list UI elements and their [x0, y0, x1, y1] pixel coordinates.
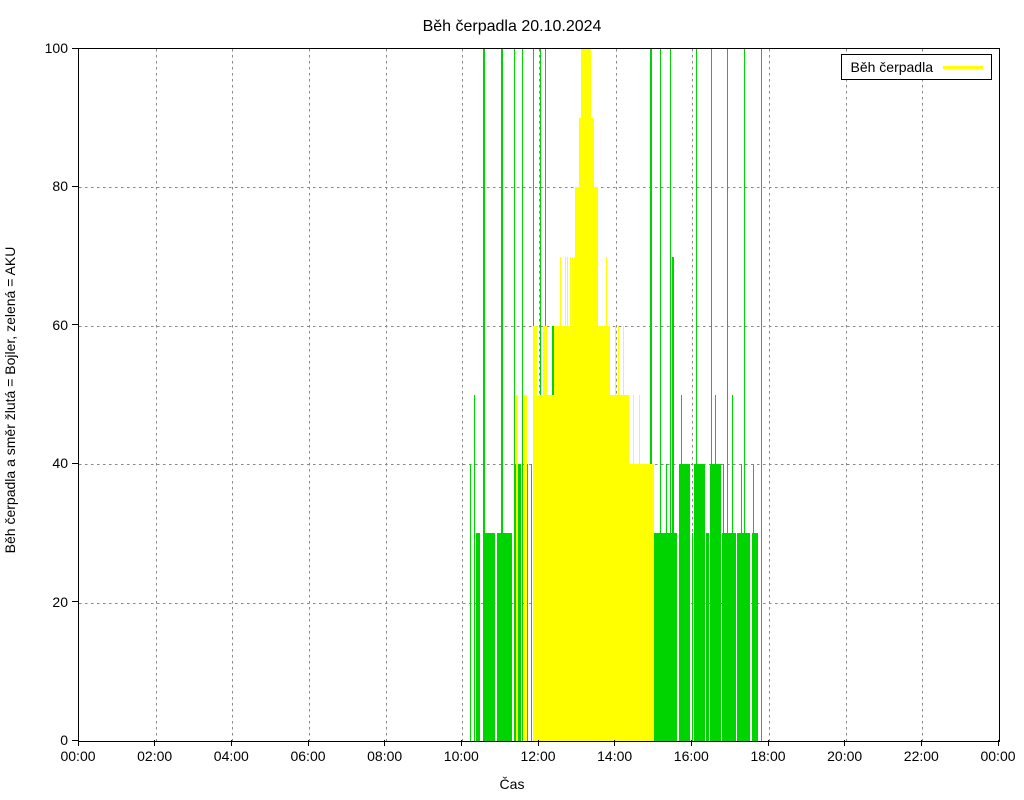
plot-area — [78, 48, 1000, 742]
x-tick-label: 18:00 — [750, 748, 785, 764]
data-bar — [615, 326, 616, 741]
grid-line-v — [769, 49, 770, 741]
x-tick-label: 02:00 — [137, 748, 172, 764]
data-bar — [531, 464, 533, 741]
chart-title: Běh čerpadla 20.10.2024 — [0, 18, 1024, 36]
grid-line-v — [232, 49, 233, 741]
x-tick-label: 06:00 — [290, 748, 325, 764]
x-tick-label: 08:00 — [367, 748, 402, 764]
data-bar — [715, 395, 716, 741]
x-tick-label: 04:00 — [214, 748, 249, 764]
data-bar — [610, 395, 629, 741]
x-tick-mark — [78, 740, 79, 746]
legend-label: Běh čerpadla — [850, 59, 933, 75]
x-tick-mark — [998, 740, 999, 746]
data-bar — [722, 533, 735, 741]
data-bar — [723, 464, 724, 741]
data-bar — [741, 464, 742, 741]
data-bar — [485, 533, 495, 741]
legend: Běh čerpadla — [841, 54, 992, 80]
x-tick-mark — [844, 740, 845, 746]
grid-line-v — [922, 49, 923, 741]
y-tick-label: 40 — [18, 455, 68, 471]
data-bar — [666, 464, 667, 741]
x-tick-label: 00:00 — [60, 748, 95, 764]
x-tick-mark — [154, 740, 155, 746]
y-tick-label: 0 — [18, 732, 68, 748]
data-bar — [570, 257, 571, 741]
y-tick-label: 20 — [18, 594, 68, 610]
data-bar — [560, 257, 561, 741]
x-tick-mark — [384, 740, 385, 746]
grid-line-v — [309, 49, 310, 741]
x-tick-mark — [308, 740, 309, 746]
data-bar — [470, 464, 471, 741]
data-bar — [727, 49, 728, 741]
data-bar — [497, 533, 501, 741]
y-tick-mark — [72, 186, 78, 187]
data-bar — [503, 533, 513, 741]
data-bar — [753, 464, 754, 741]
data-bar — [744, 49, 745, 741]
data-bar — [606, 257, 607, 741]
data-bar — [524, 395, 527, 741]
x-axis-label: Čas — [0, 776, 1024, 792]
data-bar — [572, 257, 573, 741]
data-bar — [696, 49, 697, 741]
data-bar — [476, 533, 480, 741]
y-tick-mark — [72, 324, 78, 325]
x-tick-label: 12:00 — [520, 748, 555, 764]
x-tick-label: 16:00 — [674, 748, 709, 764]
x-tick-label: 10:00 — [444, 748, 479, 764]
x-tick-label: 14:00 — [597, 748, 632, 764]
y-tick-label: 60 — [18, 317, 68, 333]
data-bar — [711, 49, 712, 741]
y-tick-mark — [72, 463, 78, 464]
chart-container: Běh čerpadla 20.10.2024 Běh čerpadla a s… — [0, 0, 1024, 800]
y-tick-mark — [72, 601, 78, 602]
x-tick-mark — [921, 740, 922, 746]
x-tick-label: 22:00 — [904, 748, 939, 764]
x-tick-mark — [768, 740, 769, 746]
grid-line-v — [462, 49, 463, 741]
data-bar — [681, 395, 682, 741]
x-tick-mark — [691, 740, 692, 746]
data-bar — [543, 326, 547, 741]
data-bar — [670, 49, 671, 741]
y-tick-label: 80 — [18, 178, 68, 194]
x-tick-mark — [538, 740, 539, 746]
data-bar — [650, 464, 654, 741]
data-bar — [623, 326, 624, 741]
x-tick-mark — [614, 740, 615, 746]
data-bar — [672, 257, 673, 741]
x-tick-mark — [461, 740, 462, 746]
legend-swatch — [943, 66, 983, 69]
data-bar — [567, 257, 568, 741]
x-tick-label: 20:00 — [827, 748, 862, 764]
y-tick-mark — [72, 48, 78, 49]
grid-line-v — [156, 49, 157, 741]
y-axis-label: Běh čerpadla a směr žlutá = Bojler, zele… — [2, 247, 18, 554]
data-bar — [732, 395, 733, 741]
data-bar — [660, 49, 661, 741]
data-bar — [633, 395, 634, 741]
grid-line-v — [846, 49, 847, 741]
y-tick-label: 100 — [18, 40, 68, 56]
data-bar — [761, 49, 762, 741]
grid-line-v — [386, 49, 387, 741]
data-bar — [516, 395, 518, 741]
data-bar — [639, 395, 640, 741]
data-bar — [692, 533, 694, 741]
data-bar — [581, 49, 591, 741]
x-tick-label: 00:00 — [980, 748, 1015, 764]
data-bar — [618, 326, 619, 741]
x-tick-mark — [231, 740, 232, 746]
data-bar — [597, 326, 610, 741]
